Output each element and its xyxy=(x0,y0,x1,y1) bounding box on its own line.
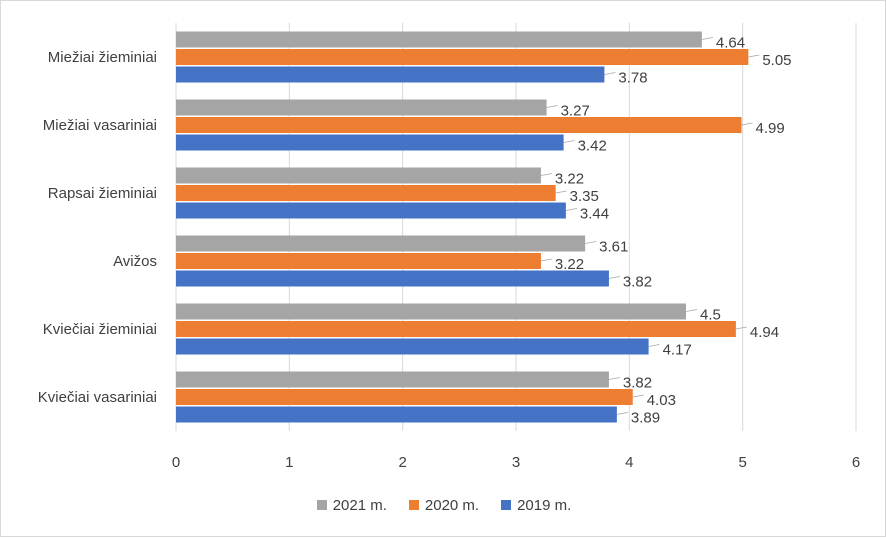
data-label-leader xyxy=(632,394,644,398)
data-label-leader xyxy=(701,37,713,40)
bar xyxy=(176,389,633,405)
data-label: 3.89 xyxy=(631,410,660,427)
bars xyxy=(176,31,749,423)
x-tick-label: 5 xyxy=(738,454,746,471)
x-tick-label: 4 xyxy=(625,454,633,471)
data-label: 4.5 xyxy=(700,307,721,324)
data-labels: 4.645.053.783.274.993.423.223.353.443.61… xyxy=(540,35,792,427)
data-label: 4.99 xyxy=(756,120,785,137)
data-label-leader xyxy=(585,241,597,244)
bar xyxy=(176,253,541,269)
data-label: 3.61 xyxy=(599,239,628,256)
x-axis-tick-labels: 0 1 2 3 4 5 6 xyxy=(172,454,860,471)
x-tick-label: 2 xyxy=(398,454,406,471)
bar xyxy=(176,99,547,116)
bar xyxy=(176,371,609,388)
bar xyxy=(176,31,702,48)
x-tick-label: 3 xyxy=(512,454,520,471)
category-label: Miežiai vasariniai xyxy=(43,117,157,134)
legend-swatch xyxy=(408,500,419,510)
gridlines xyxy=(175,23,857,431)
legend-item: 2019 m. xyxy=(501,497,571,514)
data-label: 3.27 xyxy=(561,103,590,120)
data-label-leader xyxy=(741,122,753,126)
data-label-leader xyxy=(616,412,628,415)
bar xyxy=(176,202,566,219)
data-label: 4.03 xyxy=(647,392,676,409)
bar xyxy=(176,49,749,65)
bar xyxy=(176,303,686,320)
data-label: 3.22 xyxy=(555,171,584,188)
data-label: 4.17 xyxy=(663,342,692,359)
bar xyxy=(176,66,605,83)
legend-item: 2021 m. xyxy=(316,496,387,514)
legend-label: 2020 m. xyxy=(424,496,480,514)
data-label-leader xyxy=(563,140,575,143)
data-label: 3.22 xyxy=(555,256,584,273)
category-label: Kviečiai žieminiai xyxy=(43,321,157,338)
category-label: Kviečiai vasariniai xyxy=(38,389,157,406)
data-label: 3.82 xyxy=(623,274,652,291)
bar xyxy=(176,270,609,287)
x-tick-label: 1 xyxy=(285,454,293,471)
category-labels: Miežiai žieminiai Miežiai vasariniai Rapsa… xyxy=(38,49,157,406)
data-label: 4.64 xyxy=(716,35,745,52)
data-label: 4.94 xyxy=(750,324,779,341)
category-label: Avižos xyxy=(113,253,157,270)
data-label-leader xyxy=(608,377,621,380)
category-label: Rapsai žieminiai xyxy=(48,185,157,202)
data-label: 3.78 xyxy=(618,70,647,87)
bar xyxy=(176,235,586,252)
bar xyxy=(176,117,742,133)
data-label-leader xyxy=(540,258,553,262)
bar xyxy=(176,167,541,184)
data-label-leader xyxy=(748,54,760,58)
data-label-leader xyxy=(735,326,747,330)
bar xyxy=(176,185,556,201)
data-label-leader xyxy=(565,208,577,211)
legend-label: 2021 m. xyxy=(332,496,387,514)
x-tick-label: 6 xyxy=(852,454,860,471)
legend-label: 2019 m. xyxy=(517,496,572,514)
data-label-leader xyxy=(648,344,660,347)
legend-item: 2020 m. xyxy=(408,496,480,514)
bar xyxy=(176,406,617,423)
chart-legend: 2021 m. 2020 m. 2019 m. xyxy=(1,493,886,517)
data-label-leader xyxy=(555,190,567,194)
data-label: 3.82 xyxy=(623,375,652,392)
category-label: Miežiai žieminiai xyxy=(48,49,157,66)
data-label-leader xyxy=(546,105,558,108)
legend-swatch xyxy=(316,500,327,510)
bar xyxy=(176,134,564,151)
data-label-leader xyxy=(685,309,698,312)
data-label-leader xyxy=(608,276,621,279)
x-tick-label: 0 xyxy=(172,454,180,471)
bar xyxy=(176,321,736,337)
data-label: 3.44 xyxy=(580,206,609,223)
data-label-leader xyxy=(540,173,553,176)
legend-swatch xyxy=(501,500,512,510)
data-label-leader xyxy=(604,72,616,75)
data-label: 5.05 xyxy=(762,52,791,69)
data-label: 3.42 xyxy=(578,138,607,155)
data-label: 3.35 xyxy=(570,188,599,205)
bar xyxy=(176,338,649,355)
